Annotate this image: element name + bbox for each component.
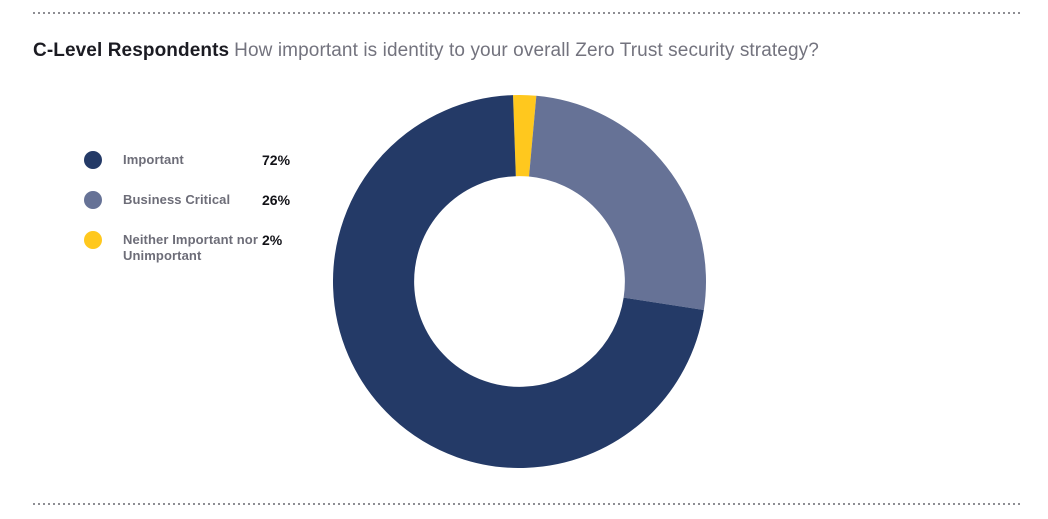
title-respondent-group: C-Level Respondents <box>33 40 230 61</box>
legend-value: 2% <box>262 232 283 248</box>
chart-legend: Important 72% Business Critical 26% Neit… <box>84 151 290 264</box>
legend-swatch-business-critical-icon <box>84 191 102 209</box>
donut-segment-business-critical <box>333 95 706 468</box>
legend-value: 72% <box>262 152 291 168</box>
legend-label: Business Critical <box>123 192 231 207</box>
bottom-dotted-rule <box>33 503 1023 505</box>
legend-item-neither: Neither Important nor Unimportant 2% <box>84 231 290 264</box>
top-dotted-rule <box>33 12 1023 14</box>
legend-value: 26% <box>262 192 291 208</box>
donut-chart <box>333 95 706 468</box>
title-survey-question: How important is identity to your overal… <box>234 40 819 61</box>
legend-item-important: Important 72% <box>84 151 290 169</box>
legend-label: Neither Important nor Unimportant <box>123 232 258 263</box>
legend-item-business-critical: Business Critical 26% <box>84 191 290 209</box>
legend-swatch-neither-icon <box>84 231 102 249</box>
legend-swatch-important-icon <box>84 151 102 169</box>
page-title: C-Level Respondents How important is iden… <box>33 41 819 61</box>
legend-label: Important <box>123 152 184 167</box>
donut-segment-neither-important-nor-unimportant <box>333 95 706 468</box>
